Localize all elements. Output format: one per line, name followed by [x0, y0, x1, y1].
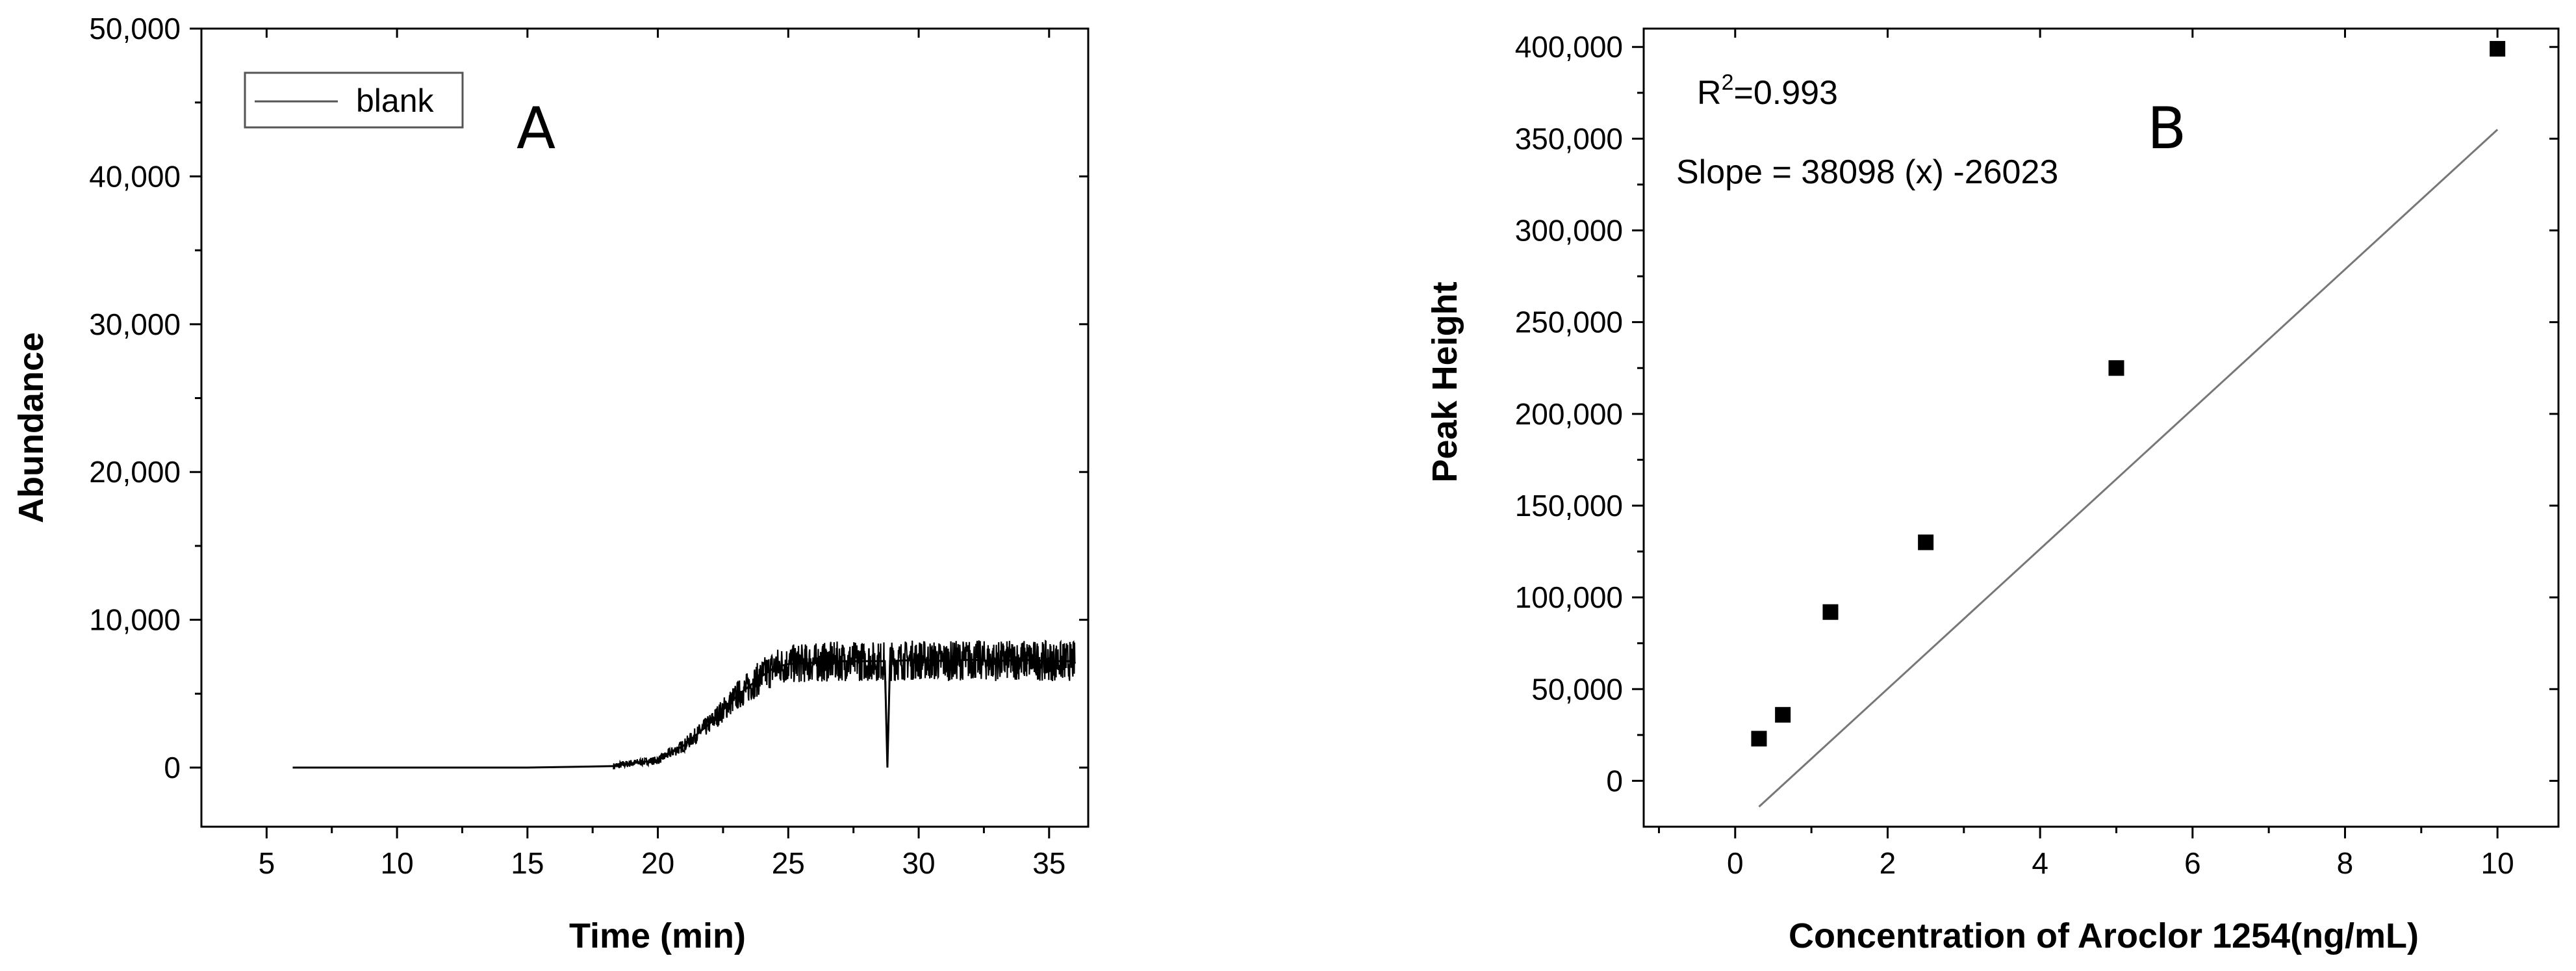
chart-b-ytick-label: 200,000 — [1515, 397, 1623, 431]
r-squared-superscript: 2 — [1722, 70, 1734, 95]
scatter-point — [2108, 360, 2124, 376]
scatter-point — [1822, 604, 1839, 620]
chart-a-ytick-label: 10,000 — [89, 603, 181, 637]
slope-annotation: Slope = 38098 (x) -26023 — [1676, 153, 2058, 191]
scatter-point — [1775, 706, 1791, 723]
chart-b-ytick-label: 300,000 — [1515, 214, 1623, 248]
chart-b-ylabel: Peak Height — [1425, 281, 1464, 482]
legend-label-blank: blank — [356, 83, 435, 119]
chart-a-panel-label: A — [516, 95, 555, 162]
chart-b-ytick-label: 150,000 — [1515, 489, 1623, 523]
scatter-point — [1751, 731, 1767, 747]
chart-b-xtick-label: 6 — [2184, 846, 2201, 880]
chart-a-ytick-label: 50,000 — [89, 12, 181, 45]
chart-b-plot-frame — [1642, 27, 2560, 828]
chart-b-ytick-label: 350,000 — [1515, 122, 1623, 155]
chart-a-xtick-label: 10 — [381, 846, 414, 880]
chart-a-xtick-label: 25 — [772, 846, 805, 880]
chart-a: Abundance Time (min) A blank 5 10 15 20 25 30… — [12, 12, 1090, 955]
chart-a-ytick-label: 0 — [164, 751, 181, 784]
chart-a-xtick-label: 5 — [259, 846, 275, 880]
chart-b-ytick-label: 400,000 — [1515, 30, 1623, 64]
chart-b-xtick-label: 2 — [1880, 846, 1896, 880]
chart-b-ytick-label: 0 — [1606, 764, 1623, 797]
chart-b-xtick-label: 4 — [2032, 846, 2048, 880]
scatter-point — [1918, 534, 1934, 550]
chart-a-ytick-label: 40,000 — [89, 159, 181, 193]
chart-b-xlabel: Concentration of Aroclor 1254(ng/mL) — [1789, 916, 2419, 955]
chart-b-xtick-label: 0 — [1727, 846, 1744, 880]
chart-a-xlabel: Time (min) — [569, 916, 746, 955]
chart-a-plot-frame — [200, 27, 1090, 828]
scatter-point — [2490, 41, 2506, 57]
chart-b-xtick-label: 10 — [2481, 846, 2514, 880]
chart-a-legend: blank — [244, 71, 464, 129]
fit-line — [1758, 129, 2499, 808]
chart-a-ytick-label: 30,000 — [89, 307, 181, 341]
chart-b-ytick-label: 50,000 — [1531, 672, 1623, 706]
chart-a-xtick-label: 15 — [511, 846, 544, 880]
chart-b-ytick-label: 100,000 — [1515, 580, 1623, 614]
chart-b: Peak Height Concentration of Aroclor 125… — [1425, 27, 2560, 955]
r-squared-annotation: R2=0.993 — [1697, 70, 1838, 112]
chart-a-xtick-label: 20 — [641, 846, 674, 880]
chart-a-xtick-label: 30 — [902, 846, 935, 880]
chart-a-ytick-label: 20,000 — [89, 455, 181, 489]
chart-a-xtick-label: 35 — [1032, 846, 1065, 880]
chart-a-ylabel: Abundance — [12, 332, 51, 523]
series-noise-blank — [613, 640, 1076, 770]
chart-b-panel-label: B — [2147, 95, 2186, 162]
chart-b-ytick-label: 250,000 — [1515, 305, 1623, 339]
chart-b-xtick-label: 8 — [2337, 846, 2354, 880]
